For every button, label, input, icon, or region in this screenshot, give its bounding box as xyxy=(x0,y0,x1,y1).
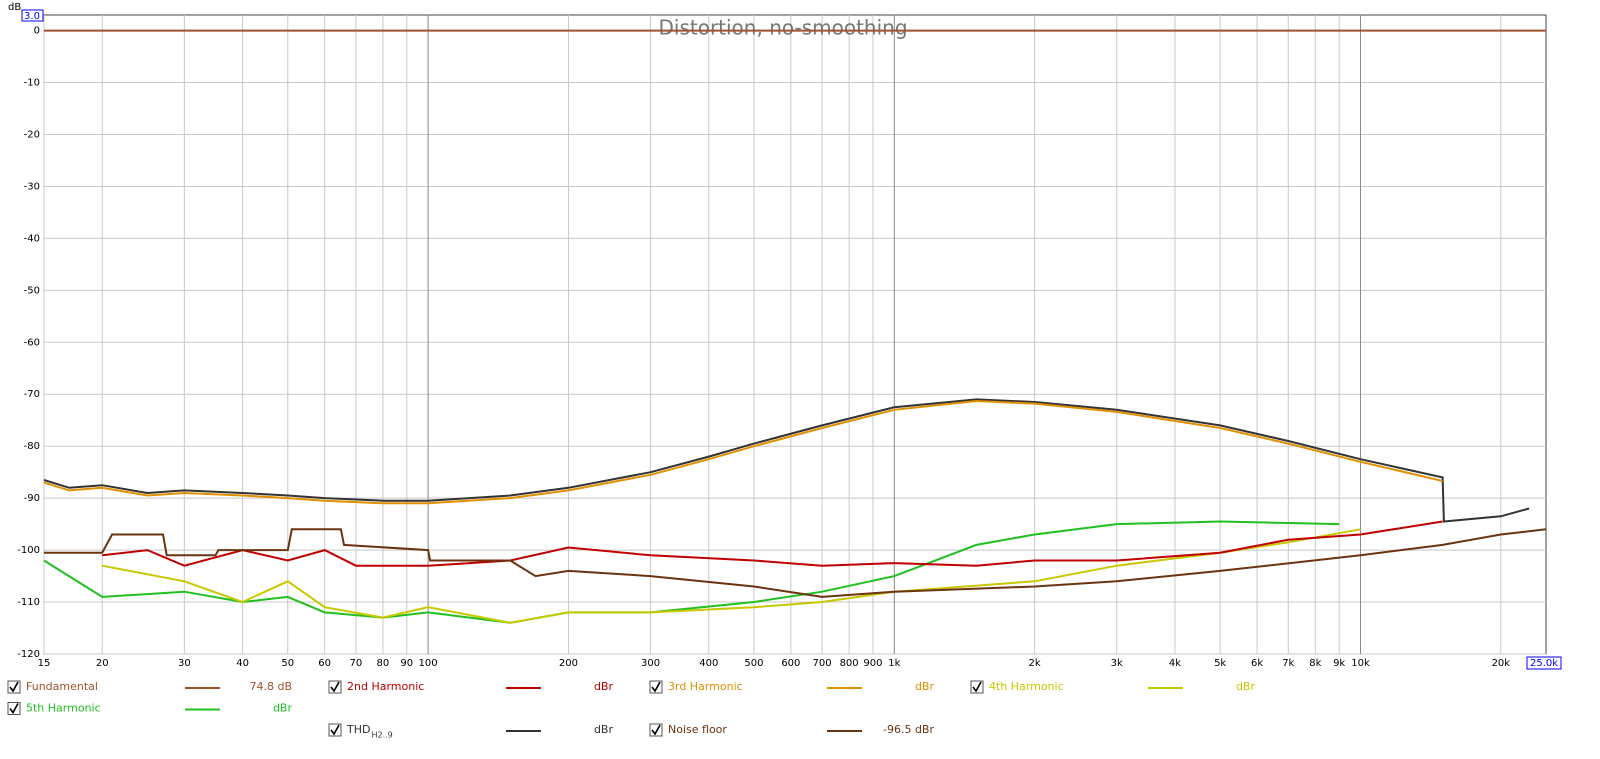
x-end-label: 25.0k xyxy=(1530,658,1558,669)
x-tick-label: 3k xyxy=(1111,658,1123,669)
x-tick-label: 4k xyxy=(1169,658,1181,669)
legend-item: 5th Harmonic dBr xyxy=(7,702,293,715)
y-tick-label: -100 xyxy=(17,545,40,556)
legend-label: 2nd Harmonic xyxy=(347,680,424,693)
legend-value: -96.5 dBr xyxy=(883,723,934,736)
y-tick-label: -80 xyxy=(24,441,40,452)
y-tick-label: -110 xyxy=(17,597,40,608)
legend-label: 5th Harmonic xyxy=(26,702,101,715)
y-top-box xyxy=(21,9,44,22)
y-tick-label: -30 xyxy=(24,181,40,192)
legend-label: Fundamental xyxy=(26,680,98,693)
x-tick-label: 90 xyxy=(400,658,413,669)
legend-value: dBr xyxy=(1236,680,1256,693)
y-tick-label: 0 xyxy=(34,26,40,37)
x-tick-label: 900 xyxy=(863,658,882,669)
x-tick-label: 500 xyxy=(744,658,763,669)
x-tick-label: 15 xyxy=(38,658,51,669)
x-tick-label: 20k xyxy=(1492,658,1511,669)
legend-item: 3rd Harmonic dBr xyxy=(649,680,935,694)
x-tick-label: 50 xyxy=(281,658,294,669)
legend-label-sub: H2..9 xyxy=(371,731,392,740)
x-tick-label: 800 xyxy=(840,658,859,669)
x-tick-label: 1k xyxy=(888,658,900,669)
x-tick-label: 70 xyxy=(350,658,363,669)
series-line xyxy=(43,399,1443,505)
y-tick-label: -60 xyxy=(24,337,40,348)
legend-item: 2nd Harmonic dBr xyxy=(328,680,614,694)
checkmark xyxy=(972,681,982,693)
x-tick-label: 100 xyxy=(419,658,438,669)
legend-label: 3rd Harmonic xyxy=(668,680,743,693)
checkmark xyxy=(651,724,661,736)
y-top-label: 3.0 xyxy=(24,11,40,22)
checkmark xyxy=(651,681,661,693)
checkmark xyxy=(330,724,340,736)
series-line xyxy=(44,528,1547,598)
legend-value: dBr xyxy=(273,702,293,715)
y-tick-label: -20 xyxy=(24,129,40,140)
x-end-box xyxy=(1526,656,1562,670)
legend-item: Fundamental 74.8 dB xyxy=(7,680,292,694)
y-tick-label: -40 xyxy=(24,233,40,244)
x-tick-label: 300 xyxy=(641,658,660,669)
x-tick-label: 80 xyxy=(377,658,390,669)
y-tick-label: -120 xyxy=(17,649,40,660)
x-tick-label: 700 xyxy=(813,658,832,669)
x-tick-label: 10k xyxy=(1351,658,1370,669)
legend-value: dBr xyxy=(594,680,614,693)
x-tick-label: 400 xyxy=(699,658,718,669)
y-tick-label: -50 xyxy=(24,285,40,296)
x-tick-label: 40 xyxy=(236,658,249,669)
x-tick-label: 8k xyxy=(1309,658,1321,669)
legend-label: 4th Harmonic xyxy=(989,680,1064,693)
series-line xyxy=(102,520,1443,567)
y-tick-label: -90 xyxy=(24,493,40,504)
x-tick-label: 20 xyxy=(96,658,109,669)
x-tick-label: 2k xyxy=(1029,658,1041,669)
x-tick-label: 600 xyxy=(781,658,800,669)
chart-title: Distortion, no-smoothing xyxy=(658,16,907,40)
y-unit: dB xyxy=(8,2,21,13)
legend-value: 74.8 dB xyxy=(249,680,292,693)
checkmark xyxy=(9,681,19,693)
x-tick-label: 7k xyxy=(1282,658,1294,669)
x-tick-label: 6k xyxy=(1251,658,1263,669)
x-tick-label: 5k xyxy=(1214,658,1226,669)
legend-value: dBr xyxy=(915,680,935,693)
checkmark xyxy=(9,703,19,714)
x-tick-label: 200 xyxy=(559,658,578,669)
x-tick-label: 9k xyxy=(1333,658,1345,669)
series-line xyxy=(102,528,1361,624)
x-tick-label: 60 xyxy=(318,658,331,669)
plot-area xyxy=(43,14,1547,655)
y-tick-label: -10 xyxy=(24,78,40,89)
checkmark xyxy=(330,681,340,693)
y-tick-label: -70 xyxy=(24,389,40,400)
legend-item: Noise floor -96.5 dBr xyxy=(649,723,934,737)
legend-label: Noise floor xyxy=(668,723,727,736)
legend-item: THD H2..9 dBr xyxy=(328,723,614,740)
x-tick-label: 30 xyxy=(178,658,191,669)
legend-value: dBr xyxy=(594,723,614,736)
legend-item: 4th Harmonic dBr xyxy=(970,680,1256,694)
series-line xyxy=(43,398,1530,523)
legend-label: THD xyxy=(346,723,370,736)
